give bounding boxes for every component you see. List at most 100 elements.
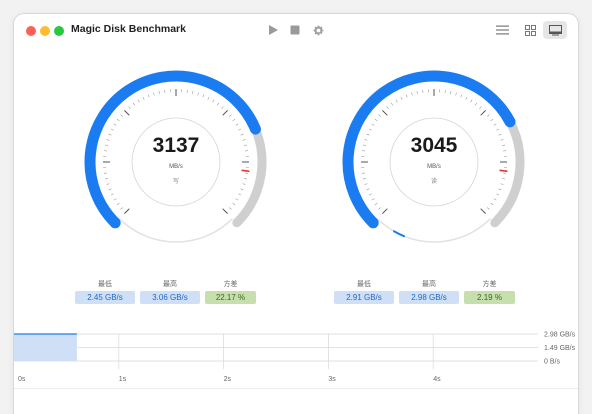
gauge-tick: [229, 115, 231, 117]
gauge-tick: [109, 189, 112, 190]
gauge-tick: [217, 103, 219, 105]
settings-button[interactable]: [310, 22, 326, 38]
gauge-tick: [375, 119, 377, 121]
min-label: 最低: [75, 279, 135, 289]
gauge-tick: [487, 207, 489, 209]
write-speed-unit: MB/s: [76, 164, 276, 170]
gauge-tick: [372, 124, 375, 126]
title-bar: Magic Disk Benchmark: [14, 14, 578, 48]
gauge-tick: [153, 93, 154, 96]
variance-value: 22.17 %: [205, 291, 256, 304]
gauge-tick: [466, 97, 467, 100]
gauge-tick: [491, 203, 493, 205]
gear-icon: [312, 24, 325, 37]
gauge-tick: [221, 106, 223, 108]
speed-area: [14, 334, 77, 361]
gauge-tick: [159, 91, 160, 94]
minimize-window-button[interactable]: [40, 26, 50, 36]
write-variance-stat: 方差 22.17 %: [205, 279, 256, 304]
close-window-button[interactable]: [26, 26, 36, 36]
gauge-min-marker: [394, 231, 404, 236]
bottom-divider: [14, 388, 578, 389]
gauge-tick: [487, 115, 489, 117]
gauge-tick: [411, 93, 412, 96]
gauge-tick: [114, 199, 117, 201]
variance-label: 方差: [205, 279, 256, 289]
read-speed-value: 3045: [334, 134, 534, 158]
gauge-tick: [387, 106, 389, 108]
window-view-button[interactable]: [543, 21, 567, 39]
list-icon: [496, 25, 509, 35]
zoom-window-button[interactable]: [54, 26, 64, 36]
gauge-tick: [233, 119, 235, 121]
grid-icon: [525, 25, 536, 36]
stop-button[interactable]: [288, 22, 302, 38]
gauge-tick: [143, 97, 144, 100]
gauge-tick: [120, 115, 122, 117]
gauge-tick: [494, 199, 497, 201]
gauge-tick: [241, 189, 244, 190]
gauge-base-arc: [119, 219, 232, 242]
read-label: 读: [334, 176, 534, 185]
gauge-tick: [382, 209, 387, 214]
gauge-tick: [124, 110, 129, 115]
gauge-tick: [238, 194, 241, 195]
y-tick-label: 2.98 GB/s: [544, 332, 576, 339]
gauge-tick: [369, 129, 372, 130]
gauge-inner-ring: [390, 118, 478, 206]
gauge-tick: [375, 203, 377, 205]
gauge-inner-ring: [132, 118, 220, 206]
max-value: 3.06 GB/s: [140, 291, 200, 304]
gauge-tick: [367, 189, 370, 190]
variance-label: 方差: [464, 279, 515, 289]
gauge-tick: [471, 100, 473, 103]
gauge-tick: [378, 207, 380, 209]
gauge-tick: [138, 100, 140, 103]
x-tick-label: 0s: [18, 376, 26, 383]
gauge-tick: [456, 93, 457, 96]
gauge-tick: [496, 129, 499, 130]
gauge-peak-marker: [241, 170, 249, 171]
gauge-tick: [117, 119, 119, 121]
y-tick-label: 0 B/s: [544, 359, 560, 366]
variance-value: 2.19 %: [464, 291, 515, 304]
grid-view-button[interactable]: [522, 22, 538, 38]
app-window: Magic Disk Benchmark 3137 MB/s 写 30: [14, 14, 578, 414]
gauge-tick: [238, 129, 241, 130]
min-value: 2.91 GB/s: [334, 291, 394, 304]
x-tick-label: 2s: [224, 376, 232, 383]
play-icon: [267, 24, 279, 36]
gauge-tick: [494, 124, 497, 126]
gauge-tick: [401, 97, 402, 100]
max-label: 最高: [140, 279, 200, 289]
gauge-peak-marker: [499, 170, 507, 171]
gauge-tick: [213, 100, 215, 103]
gauge-tick: [133, 103, 135, 105]
play-button[interactable]: [266, 22, 280, 38]
list-view-button[interactable]: [494, 22, 510, 38]
gauge-tick: [406, 95, 407, 98]
gauge-tick: [461, 95, 462, 98]
gauge-tick: [229, 207, 231, 209]
read-variance-stat: 方差 2.19 %: [464, 279, 515, 304]
write-speed-gauge: 3137 MB/s 写: [76, 62, 276, 262]
gauge-tick: [396, 100, 398, 103]
max-label: 最高: [399, 279, 459, 289]
max-value: 2.98 GB/s: [399, 291, 459, 304]
read-min-stat: 最低 2.91 GB/s: [334, 279, 394, 304]
gauge-tick: [450, 91, 451, 94]
gauge-tick: [129, 106, 131, 108]
read-speed-gauge: 3045 MB/s 读: [334, 62, 534, 262]
write-gauge-dial: [76, 62, 276, 262]
read-gauge-dial: [334, 62, 534, 262]
y-tick-label: 1.49 GB/s: [544, 345, 576, 352]
gauge-tick: [114, 124, 117, 126]
gauge-tick: [481, 209, 486, 214]
gauge-tick: [475, 103, 477, 105]
stop-icon: [290, 25, 300, 35]
read-max-stat: 最高 2.98 GB/s: [399, 279, 459, 304]
write-speed-value: 3137: [76, 134, 276, 158]
gauge-tick: [208, 97, 209, 100]
min-value: 2.45 GB/s: [75, 291, 135, 304]
